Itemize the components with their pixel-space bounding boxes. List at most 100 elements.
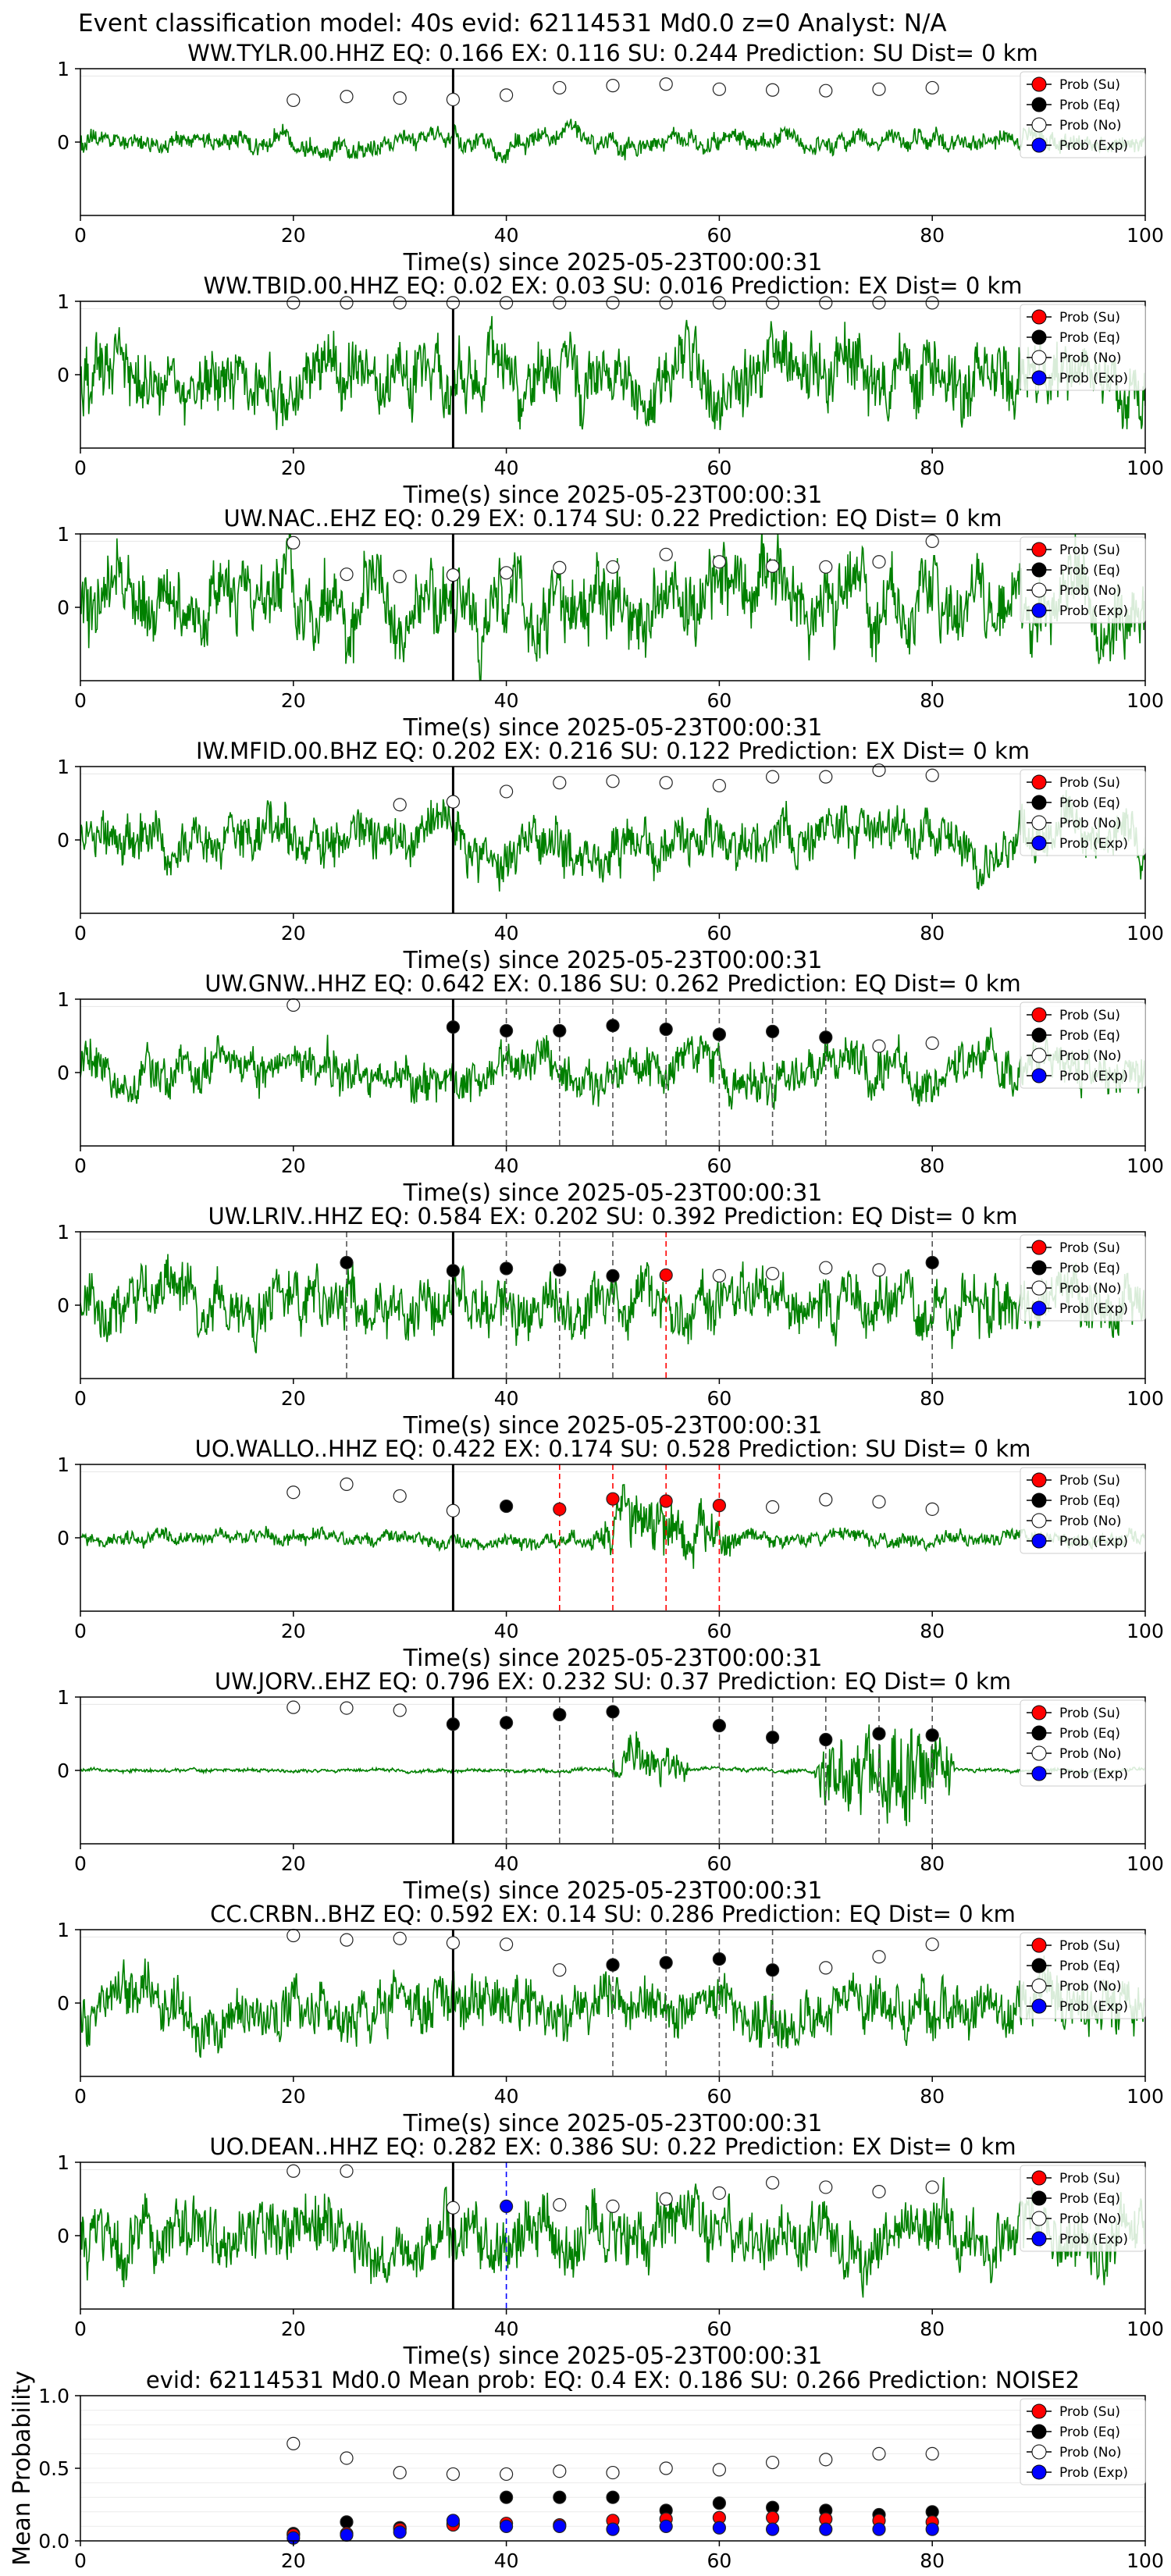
- x-tick-label: 40: [494, 1155, 519, 1177]
- waveform-trace: [80, 534, 1145, 681]
- prob-point-eq: [499, 1261, 514, 1276]
- mean-point-series-3: [393, 2525, 407, 2539]
- x-tick-label: 80: [920, 2085, 945, 2108]
- prob-point-no: [553, 560, 567, 575]
- prob-point-eq: [659, 1022, 673, 1037]
- x-tick-label: 20: [281, 2085, 306, 2108]
- x-tick-label: 40: [494, 2085, 519, 2108]
- legend-label: Prob (No): [1059, 2211, 1122, 2227]
- x-axis-label: Time(s) since 2025-05-23T00:00:31: [403, 2343, 823, 2370]
- x-tick-label: 20: [281, 1620, 306, 1642]
- x-tick-label: 0: [74, 224, 87, 247]
- x-tick-label: 60: [707, 457, 731, 479]
- mean-point-series-1: [340, 2515, 354, 2529]
- station-panel: UW.LRIV..HHZ EQ: 0.584 EX: 0.202 SU: 0.3…: [57, 1203, 1164, 1439]
- prob-point-no: [765, 296, 780, 310]
- prob-point-no: [340, 1477, 354, 1491]
- legend-label: Prob (Eq): [1059, 1261, 1120, 1276]
- legend-label: Prob (Exp): [1059, 836, 1128, 852]
- prob-point-su: [712, 1499, 727, 1513]
- prob-point-no: [819, 1961, 833, 1975]
- legend-marker: [1031, 562, 1047, 578]
- y-tick-label: 0: [57, 1294, 69, 1317]
- prob-point-exp: [499, 2199, 514, 2213]
- y-tick-label: 0.0: [38, 2530, 69, 2553]
- y-tick-label: 0: [57, 364, 69, 386]
- prob-point-eq: [499, 1716, 514, 1730]
- x-tick-label: 40: [494, 224, 519, 247]
- waveform-trace: [80, 315, 1145, 431]
- prob-point-eq: [606, 1958, 620, 1972]
- y-axis-label: Mean Probability: [9, 2371, 36, 2566]
- x-axis-label: Time(s) since 2025-05-23T00:00:31: [403, 249, 823, 276]
- legend-marker: [1031, 542, 1047, 557]
- prob-point-no: [659, 296, 673, 310]
- prob-point-no: [287, 93, 301, 108]
- prob-point-no: [340, 90, 354, 104]
- x-tick-label: 100: [1127, 689, 1164, 712]
- x-tick-label: 80: [920, 1155, 945, 1177]
- legend-label: Prob (Exp): [1059, 1534, 1128, 1550]
- mean-point-series-3: [712, 2521, 727, 2535]
- mean-point-series-3: [446, 2514, 461, 2528]
- legend-marker: [1031, 1007, 1047, 1023]
- prob-point-no: [872, 763, 886, 777]
- x-tick-label: 40: [494, 1387, 519, 1410]
- y-tick-label: 0: [57, 2225, 69, 2247]
- prob-point-eq: [712, 1027, 727, 1041]
- x-tick-label: 0: [74, 1852, 87, 1875]
- prob-point-eq: [446, 1717, 461, 1731]
- legend-label: Prob (Exp): [1059, 1069, 1128, 1084]
- mean-point-series-2: [659, 2461, 673, 2475]
- prob-point-no: [819, 1261, 833, 1275]
- prob-point-no: [872, 296, 886, 310]
- panel-title: WW.TBID.00.HHZ EQ: 0.02 EX: 0.03 SU: 0.0…: [203, 272, 1022, 299]
- legend-marker: [1031, 2424, 1047, 2439]
- x-tick-label: 0: [74, 1620, 87, 1642]
- x-tick-label: 60: [707, 1155, 731, 1177]
- prob-point-no: [446, 1936, 461, 1950]
- x-tick-label: 40: [494, 689, 519, 712]
- legend-frame: [1020, 304, 1146, 391]
- legend-marker: [1031, 2211, 1047, 2226]
- panels-container: WW.TYLR.00.HHZ EQ: 0.166 EX: 0.116 SU: 0…: [9, 40, 1164, 2572]
- x-tick-label: 80: [920, 2549, 945, 2572]
- prob-point-no: [393, 296, 407, 310]
- station-panel: CC.CRBN..BHZ EQ: 0.592 EX: 0.14 SU: 0.28…: [57, 1901, 1164, 2137]
- panel-title: evid: 62114531 Md0.0 Mean prob: EQ: 0.4 …: [146, 2367, 1080, 2393]
- prob-point-no: [446, 1503, 461, 1517]
- legend-label: Prob (No): [1059, 2445, 1122, 2460]
- panel-title: UW.JORV..EHZ EQ: 0.796 EX: 0.232 SU: 0.3…: [215, 1668, 1011, 1695]
- legend-label: Prob (Exp): [1059, 1301, 1128, 1317]
- panel-title: UW.GNW..HHZ EQ: 0.642 EX: 0.186 SU: 0.26…: [205, 970, 1021, 997]
- legend-label: Prob (Su): [1059, 1240, 1120, 1256]
- y-tick-label: 1: [57, 1919, 69, 1941]
- prob-point-no: [393, 1489, 407, 1503]
- prob-point-no: [553, 296, 567, 310]
- legend-marker: [1031, 76, 1047, 92]
- legend-marker: [1031, 2444, 1047, 2460]
- mean-probability-panel: evid: 62114531 Md0.0 Mean prob: EQ: 0.4 …: [9, 2367, 1164, 2572]
- y-tick-label: 0.5: [38, 2457, 69, 2480]
- mean-point-series-2: [499, 2467, 514, 2482]
- x-tick-label: 100: [1127, 1620, 1164, 1642]
- mean-point-series-3: [659, 2519, 673, 2533]
- x-tick-label: 60: [707, 2085, 731, 2108]
- x-tick-label: 40: [494, 1620, 519, 1642]
- prob-point-eq: [446, 1020, 461, 1034]
- legend-marker: [1031, 1240, 1047, 1255]
- prob-point-no: [499, 296, 514, 310]
- legend-label: Prob (Exp): [1059, 603, 1128, 619]
- legend-label: Prob (Exp): [1059, 138, 1128, 154]
- x-axis-label: Time(s) since 2025-05-23T00:00:31: [403, 1645, 823, 1672]
- prob-point-su: [553, 1502, 567, 1516]
- legend-label: Prob (No): [1059, 1746, 1122, 1762]
- x-tick-label: 100: [1127, 457, 1164, 479]
- prob-point-no: [340, 2164, 354, 2178]
- x-axis-label: Time(s) since 2025-05-23T00:00:31: [403, 947, 823, 974]
- prob-point-eq: [606, 1705, 620, 1719]
- prob-point-eq: [499, 1499, 514, 1514]
- prob-point-eq: [499, 1023, 514, 1038]
- mean-point-series-3: [819, 2522, 833, 2536]
